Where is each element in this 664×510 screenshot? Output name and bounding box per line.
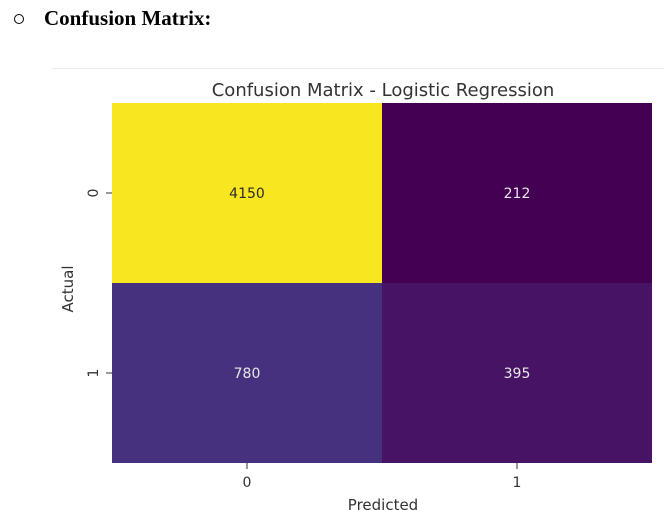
bullet-circle-icon [14,13,24,24]
cell-value-label: 395 [504,366,531,382]
heatmap-cell [382,283,652,463]
heatmap-cell [112,283,382,463]
x-tick-label: 0 [243,475,252,491]
heatmap-cells [112,103,652,463]
heatmap-cell [382,103,652,283]
cell-value-label: 212 [504,186,531,202]
x-tick-label: 1 [513,475,522,491]
document-heading: Confusion Matrix: [14,6,211,31]
cell-annotations: 4150 212 780 395 [229,186,530,382]
cell-value-label: 780 [234,366,261,382]
x-axis-label: Predicted [348,496,418,510]
y-axis-ticks: 01 [86,189,112,378]
cell-value-label: 4150 [229,186,265,202]
y-axis-label: Actual [59,266,77,313]
chart-title: Confusion Matrix - Logistic Regression [212,80,555,101]
y-tick-label: 1 [86,369,102,378]
heading-text: Confusion Matrix: [44,6,212,30]
figure-top-border [52,68,664,69]
heatmap-cell [112,103,382,283]
y-tick-label: 0 [86,189,102,198]
